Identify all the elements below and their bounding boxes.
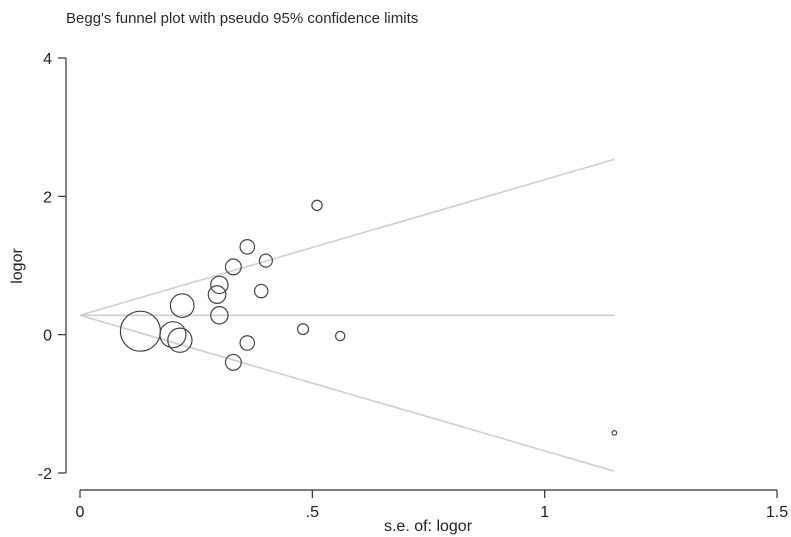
- study-point: [239, 335, 256, 351]
- study-point: [119, 310, 162, 352]
- chart-title: Begg's funnel plot with pseudo 95% confi…: [66, 10, 418, 27]
- y-axis-ticks: -2 0 2 4: [38, 51, 66, 483]
- lower-confidence-limit-line: [79, 314, 615, 472]
- x-tick-label: 1.5: [766, 504, 788, 521]
- study-point: [334, 330, 346, 342]
- study-point: [169, 293, 195, 319]
- x-axis-ticks: 0 .5 1 1.5: [76, 490, 788, 521]
- study-point: [239, 239, 256, 255]
- x-axis-label: s.e. of: logor: [384, 518, 473, 535]
- study-point: [297, 323, 310, 336]
- study-point: [224, 353, 242, 371]
- y-tick-label: 2: [43, 189, 52, 206]
- x-tick-label: .5: [306, 504, 319, 521]
- y-tick-label: 4: [43, 51, 52, 68]
- study-point: [611, 430, 618, 436]
- study-point: [167, 327, 193, 353]
- plot-area: [79, 158, 618, 472]
- y-tick-label: 0: [43, 328, 52, 345]
- study-point: [159, 321, 187, 349]
- y-axis-label: logor: [9, 248, 26, 284]
- study-point: [253, 283, 269, 299]
- study-point: [311, 199, 323, 212]
- upper-confidence-limit-line: [79, 158, 615, 317]
- study-point: [258, 253, 273, 268]
- x-tick-label: 1: [540, 504, 549, 521]
- y-tick-label: -2: [38, 466, 52, 483]
- study-point: [224, 258, 242, 276]
- study-point: [210, 306, 229, 325]
- study-point: [207, 285, 227, 304]
- study-point: [210, 275, 229, 295]
- x-tick-label: 0: [76, 504, 85, 521]
